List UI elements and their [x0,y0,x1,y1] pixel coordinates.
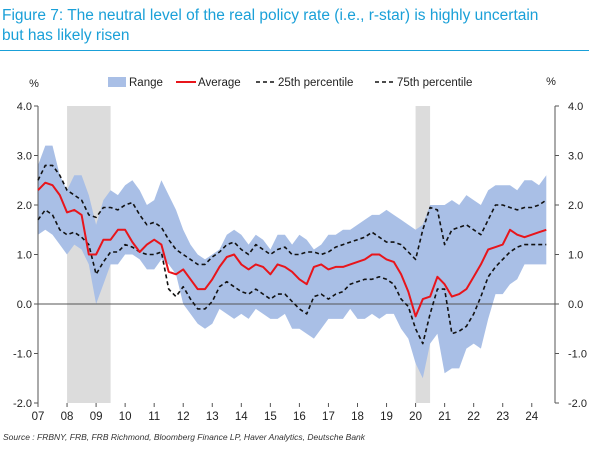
x-tick-label: 23 [496,411,509,423]
y-tick-label-right: 2.0 [568,200,583,212]
y-tick-label-left: 1.0 [17,250,32,262]
x-tick-label: 07 [32,411,45,423]
x-tick-label: 10 [119,411,132,423]
y-tick-label-left: -1.0 [13,349,32,361]
axis-labels: 4.0 4.0 3.0 3.0 2.0 2.0 1.0 1.0 0.0 0.0 -1.0 -1.0 -2… [13,76,587,423]
legend-range-label: Range [129,77,163,89]
legend-75th-label: 75th percentile [397,77,472,89]
title-divider [0,50,589,51]
x-tick-label: 20 [409,411,422,423]
y-tick-label-right: 3.0 [568,151,583,163]
x-tick-label: 19 [380,411,393,423]
y-tick-label-right: -2.0 [568,398,587,410]
x-tick-label: 24 [525,411,538,423]
x-tick-label: 22 [467,411,480,423]
legend-25th-label: 25th percentile [278,77,353,89]
y-tick-label-left: -2.0 [13,398,32,410]
y-tick-label-left: 0.0 [17,299,32,311]
x-tick-label: 21 [438,411,451,423]
y-tick-label-right: 4.0 [568,101,583,113]
y-tick-label-right: -1.0 [568,349,587,361]
y-tick-label-left: 2.0 [17,200,32,212]
title-line-1: Figure 7: The neutral level of the real … [2,7,539,24]
y-tick-label-right: 1.0 [568,250,583,262]
x-tick-label: 13 [206,411,219,423]
chart-axes [34,105,559,407]
y-tick-label-left: 3.0 [17,151,32,163]
x-tick-label: 08 [61,411,74,423]
range-area [38,145,547,379]
x-tick-label: 17 [322,411,335,423]
y-tick-label-left: 4.0 [17,101,32,113]
source-note: Source : FRBNY, FRB, FRB Richmond, Bloom… [3,432,366,442]
x-tick-label: 16 [293,411,306,423]
series-average [37,181,547,318]
series-75th-percentile [37,164,547,266]
legend-range-swatch [108,77,126,87]
title-line-2: but has likely risen [2,27,130,44]
series-lines [37,164,547,345]
range-band [38,145,547,379]
y-unit-right: % [546,76,556,88]
x-tick-label: 14 [235,411,248,423]
x-tick-label: 18 [351,411,364,423]
x-tick-label: 15 [264,411,277,423]
x-tick-label: 11 [148,411,160,423]
series-25th-percentile [37,209,547,345]
legend-average-label: Average [198,77,241,89]
y-tick-label-right: 0.0 [568,299,583,311]
x-tick-label: 09 [90,411,103,423]
x-tick-label: 12 [177,411,190,423]
y-unit-left: % [29,78,39,90]
chart-legend: Range Average 25th percentile 75th percenti… [108,77,472,89]
chart-title: Figure 7: The neutral level of the real … [0,6,589,46]
